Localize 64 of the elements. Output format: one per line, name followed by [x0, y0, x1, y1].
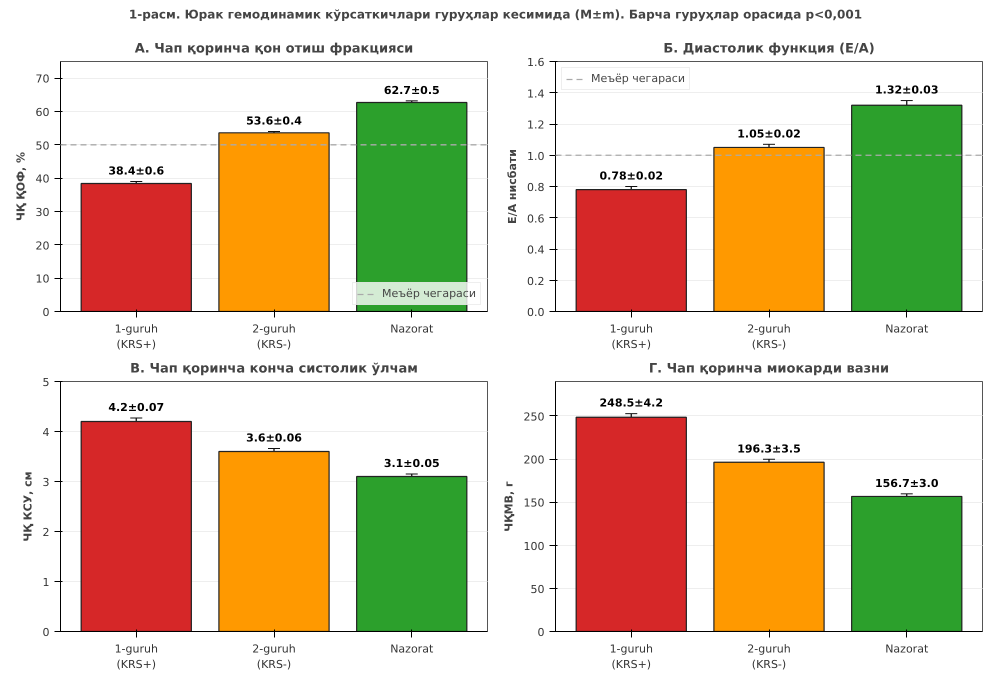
y-tick-label: 0.6	[527, 212, 545, 226]
data-label: 156.7±3.0	[874, 476, 939, 490]
legend-label: Меъёр чегараси	[382, 287, 476, 300]
x-tick-label: 1-guruh (KRS+)	[610, 322, 653, 352]
x-tick-label: Nazorat	[390, 322, 434, 336]
y-tick-label: 150	[524, 496, 545, 510]
x-tick-label: Nazorat	[885, 642, 929, 656]
y-tick-label: 50	[36, 139, 50, 152]
y-tick-label: 0.8	[527, 181, 545, 194]
data-label: 38.4±0.6	[108, 164, 165, 178]
y-tick-label: 4	[42, 426, 50, 439]
y-tick-label: 40	[36, 172, 50, 186]
x-tick-label: 1-guruh (KRS+)	[114, 322, 158, 352]
y-tick-label: 1.0	[527, 150, 545, 163]
data-label: 1.05±0.02	[737, 127, 801, 140]
data-label: 1.32±0.03	[874, 84, 938, 97]
x-tick-label: 2-guruh (KRS-)	[747, 642, 791, 672]
x-tick-label: Nazorat	[885, 322, 929, 336]
x-tick-label: Nazorat	[390, 642, 434, 656]
y-tick-label: 30	[36, 206, 50, 219]
y-tick-label: 0	[538, 626, 544, 639]
y-tick-label: 100	[524, 540, 545, 553]
y-tick-label: 60	[36, 106, 50, 119]
y-tick-label: 3	[42, 476, 50, 489]
y-tick-label: 70	[36, 72, 50, 86]
y-tick-label: 1.4	[527, 87, 545, 100]
y-axis-title: ЧҚМВ, г	[502, 481, 516, 532]
y-tick-label: 1.6	[527, 56, 545, 69]
data-label: 53.6±0.4	[246, 114, 302, 128]
y-tick-label: 1	[42, 576, 50, 589]
y-tick-label: 0	[42, 626, 50, 639]
text: 1-расм. Юрак гемодинамик кўрсаткичлари гуруҳлар кесимида (M±m). Барча гуруҳлар орасида p<0,001	[128, 8, 862, 22]
data-label: 248.5±4.2	[600, 396, 664, 410]
chart-title: А. Чап қоринча қон отиш фракцияси	[134, 42, 414, 56]
data-label: 4.2±0.07	[108, 401, 164, 414]
y-tick-label: 0.4	[527, 244, 545, 256]
data-label: 3.6±0.06	[246, 432, 302, 444]
y-tick-label: 1.2	[527, 118, 545, 132]
data-label: 0.78±0.02	[600, 170, 664, 182]
legend-label: Меъёр чегараси	[591, 72, 685, 85]
y-tick-label: 2	[42, 526, 50, 539]
x-tick-label: 2-guruh (KRS-)	[252, 322, 296, 352]
y-axis-title: ЧҚ КСУ, см	[22, 471, 34, 542]
y-tick-label: 20	[36, 239, 50, 252]
y-tick-label: 10	[36, 272, 50, 286]
x-tick-label: 1-guruh (KRS+)	[114, 642, 158, 672]
y-tick-label: 250	[524, 410, 545, 424]
y-axis-title: E/A нисбати	[506, 149, 520, 224]
x-tick-label: 2-guruh (KRS-)	[252, 642, 296, 672]
y-tick-label: 0.2	[527, 274, 545, 288]
y-tick-label: 5	[42, 376, 50, 389]
chart-title: Б. Диастолик функция (E/A)	[663, 42, 875, 56]
chart-title: Г. Чап қоринча миокарди вазни	[648, 362, 890, 376]
x-tick-label: 2-guruh (KRS-)	[747, 322, 791, 352]
y-axis-title: ЧҚ ҚОФ, %	[14, 152, 28, 222]
data-label: 196.3±3.5	[737, 442, 801, 456]
chart-title: В. Чап қоринча конча систолик ўлчам	[130, 362, 418, 376]
x-tick-label: 1-guruh (KRS+)	[610, 642, 653, 672]
data-label: 3.1±0.05	[384, 457, 440, 470]
y-tick-label: 200	[524, 454, 545, 467]
data-label: 62.7±0.5	[384, 84, 440, 97]
y-tick-label: 50	[530, 582, 545, 596]
y-tick-label: 0	[42, 306, 50, 319]
y-tick-label: 0.0	[527, 306, 545, 319]
